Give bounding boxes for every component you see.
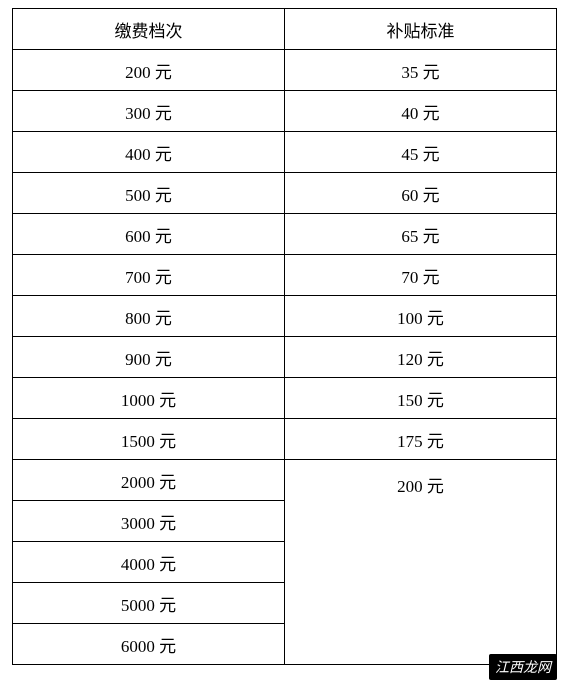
cell-payment-tier: 3000 元	[13, 501, 285, 542]
cell-payment-tier: 700 元	[13, 255, 285, 296]
table-row: 500 元 60 元	[13, 173, 557, 214]
cell-subsidy: 40 元	[285, 91, 557, 132]
cell-subsidy-merged: 200 元	[285, 460, 557, 665]
table-row: 1000 元 150 元	[13, 378, 557, 419]
cell-subsidy: 150 元	[285, 378, 557, 419]
cell-payment-tier: 1500 元	[13, 419, 285, 460]
table-header-row: 缴费档次 补贴标准	[13, 9, 557, 50]
watermark-badge: 江西龙网	[489, 654, 557, 680]
cell-payment-tier: 800 元	[13, 296, 285, 337]
cell-payment-tier: 200 元	[13, 50, 285, 91]
subsidy-table: 缴费档次 补贴标准 200 元 35 元 300 元 40 元 400 元 45…	[12, 8, 557, 665]
cell-payment-tier: 500 元	[13, 173, 285, 214]
cell-payment-tier: 600 元	[13, 214, 285, 255]
table-row: 2000 元 200 元	[13, 460, 557, 501]
table-row: 900 元 120 元	[13, 337, 557, 378]
cell-subsidy: 60 元	[285, 173, 557, 214]
cell-subsidy: 65 元	[285, 214, 557, 255]
column-header-subsidy-standard: 补贴标准	[285, 9, 557, 50]
column-header-payment-tier: 缴费档次	[13, 9, 285, 50]
cell-subsidy: 35 元	[285, 50, 557, 91]
table-row: 800 元 100 元	[13, 296, 557, 337]
cell-subsidy: 100 元	[285, 296, 557, 337]
cell-subsidy: 120 元	[285, 337, 557, 378]
table-container: 缴费档次 补贴标准 200 元 35 元 300 元 40 元 400 元 45…	[0, 0, 569, 673]
table-row: 300 元 40 元	[13, 91, 557, 132]
cell-payment-tier: 900 元	[13, 337, 285, 378]
cell-payment-tier: 400 元	[13, 132, 285, 173]
cell-subsidy: 45 元	[285, 132, 557, 173]
cell-payment-tier: 5000 元	[13, 583, 285, 624]
table-row: 600 元 65 元	[13, 214, 557, 255]
table-row: 400 元 45 元	[13, 132, 557, 173]
cell-payment-tier: 300 元	[13, 91, 285, 132]
table-row: 200 元 35 元	[13, 50, 557, 91]
cell-payment-tier: 1000 元	[13, 378, 285, 419]
cell-subsidy: 70 元	[285, 255, 557, 296]
table-row: 1500 元 175 元	[13, 419, 557, 460]
table-body: 200 元 35 元 300 元 40 元 400 元 45 元 500 元 6…	[13, 50, 557, 665]
table-row: 700 元 70 元	[13, 255, 557, 296]
cell-payment-tier: 2000 元	[13, 460, 285, 501]
cell-subsidy: 175 元	[285, 419, 557, 460]
cell-payment-tier: 4000 元	[13, 542, 285, 583]
cell-payment-tier: 6000 元	[13, 624, 285, 665]
